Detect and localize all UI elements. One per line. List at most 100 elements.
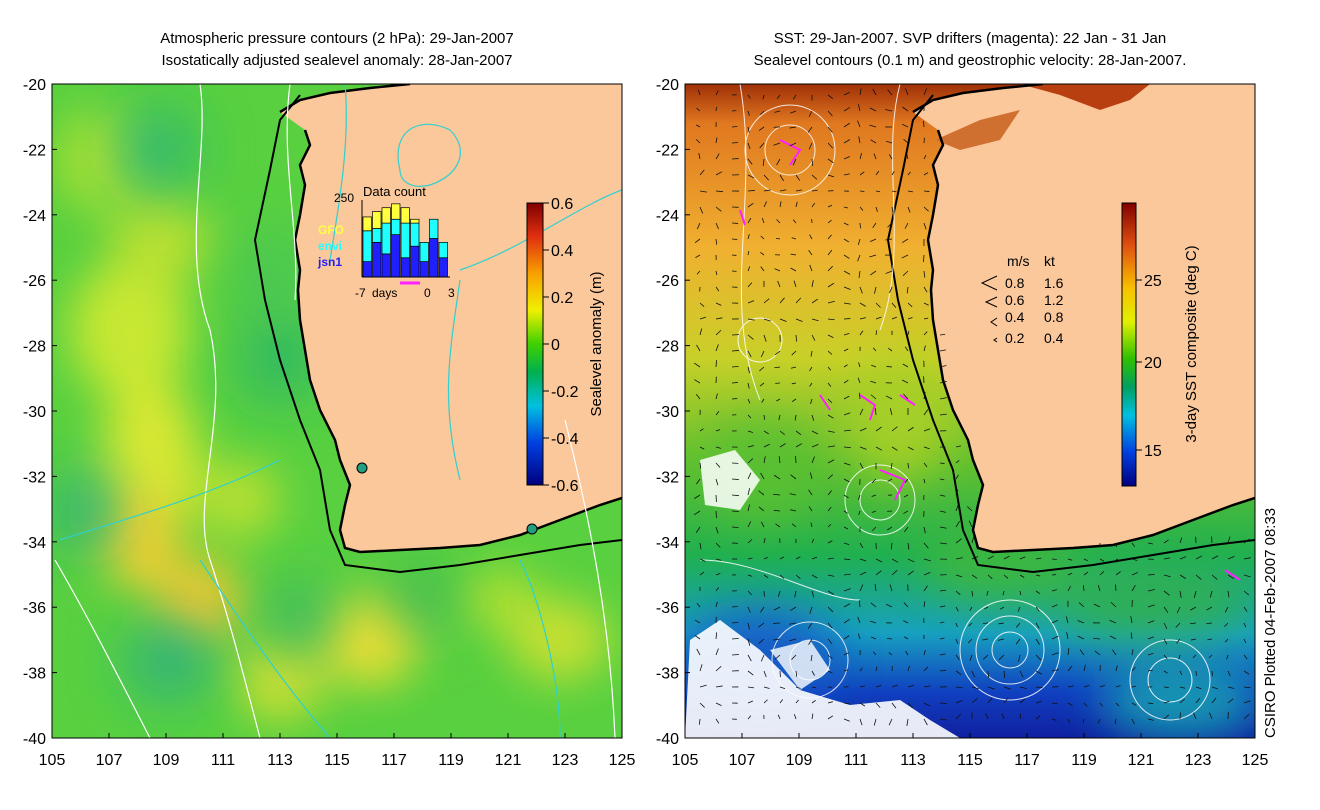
inset-ymax: 250 <box>334 191 354 205</box>
inset-bar-envi <box>419 242 429 262</box>
velocity-legend-kt-0: 1.6 <box>1044 275 1064 291</box>
lat-tick-label: -36 <box>23 600 46 617</box>
lat-tick-label: -22 <box>23 142 46 159</box>
lat-tick-label: -36 <box>656 600 679 617</box>
lat-tick-label: -22 <box>656 142 679 159</box>
inset-bar-jsn1 <box>372 242 382 278</box>
lon-tick-label: 125 <box>1242 752 1269 769</box>
sealevel-colorbar-label: Sealevel anomaly (m) <box>588 271 605 416</box>
velocity-legend-ms-3: 0.2 <box>1005 330 1025 346</box>
sealevel-colorbar-tick: 0.2 <box>551 290 573 307</box>
velocity-legend-ms-0: 0.8 <box>1005 275 1025 291</box>
sealevel-colorbar: 0.6 0.4 0.2 0 -0.2 -0.4 -0.6 Sealevel anomaly … <box>526 196 605 495</box>
lat-tick-label: -20 <box>23 77 46 94</box>
inset-bar-envi <box>400 222 410 259</box>
lon-tick-label: 105 <box>672 752 699 769</box>
lon-tick-label: 123 <box>1185 752 1212 769</box>
left-title-line2: Isostatically adjusted sealevel anomaly:… <box>161 52 513 69</box>
lon-tick-label: 123 <box>552 752 579 769</box>
inset-bar-jsn1 <box>429 238 439 278</box>
velocity-legend-ms-2: 0.4 <box>1005 309 1025 325</box>
lat-tick-label: -32 <box>23 469 46 486</box>
lon-tick-label: 115 <box>957 752 983 769</box>
sst-colorbar: 25 20 15 3-day SST composite (deg C) <box>1121 202 1200 487</box>
lon-tick-label: 121 <box>1128 752 1155 769</box>
inset-bar-envi <box>372 228 382 243</box>
lat-tick-label: -28 <box>656 339 679 356</box>
inset-bar-envi <box>391 218 401 235</box>
lat-tick-label: -38 <box>656 666 679 683</box>
inset-bar-envi <box>381 222 391 255</box>
lon-tick-label: 125 <box>609 752 636 769</box>
lat-tick-label: -30 <box>23 404 46 421</box>
inset-bar-jsn1 <box>391 234 401 278</box>
right-land <box>913 84 1255 552</box>
lon-tick-label: 111 <box>844 752 868 769</box>
lat-tick-label: -32 <box>656 469 679 486</box>
inset-bars <box>362 203 448 278</box>
sst-colorbar-tick: 15 <box>1144 443 1162 460</box>
velocity-legend-kt-2: 0.8 <box>1044 309 1064 325</box>
lon-tick-label: 117 <box>1014 752 1040 769</box>
inset-bar-gfo <box>362 216 372 232</box>
plot-credit: CSIRO Plotted 04-Feb-2007 08:33 <box>1262 508 1279 738</box>
tide-gauge-marker <box>526 523 538 535</box>
velocity-legend-kt-3: 0.4 <box>1044 330 1064 346</box>
inset-bar-jsn1 <box>362 261 372 278</box>
lon-tick-label: 113 <box>900 752 926 769</box>
inset-x-label-start: -7 <box>355 286 366 300</box>
inset-bar-jsn1 <box>400 257 410 278</box>
inset-bar-gfo <box>400 207 410 224</box>
inset-bar-gfo <box>372 211 382 229</box>
velocity-legend-header-ms: m/s <box>1007 253 1030 269</box>
lon-tick-label: 121 <box>495 752 522 769</box>
lon-tick-label: 107 <box>729 752 756 769</box>
inset-x-label-days: days <box>372 286 397 300</box>
velocity-legend-kt-1: 1.2 <box>1044 292 1064 308</box>
inset-legend-envi: envi <box>318 239 342 253</box>
sst-colorbar-tick: 25 <box>1144 273 1162 290</box>
inset-x-label-end: 3 <box>448 286 455 300</box>
sealevel-colorbar-tick: 0.4 <box>551 243 573 260</box>
lon-tick-label: 113 <box>267 752 293 769</box>
sst-colorbar-tick: 20 <box>1144 355 1162 372</box>
lat-tick-label: -40 <box>23 731 46 748</box>
lon-tick-label: 111 <box>211 752 235 769</box>
sealevel-colorbar-tick: -0.2 <box>551 384 579 401</box>
lon-tick-label: 109 <box>786 752 813 769</box>
velocity-legend: m/s kt 0.8 1.6 0.6 1.2 0.4 0.8 0.2 0.4 <box>980 253 1064 346</box>
lat-tick-label: -38 <box>23 666 46 683</box>
velocity-legend-header-kt: kt <box>1044 253 1055 269</box>
sealevel-colorbar-tick: -0.6 <box>551 478 579 495</box>
inset-x-label-zero: 0 <box>424 286 431 300</box>
inset-bar-envi <box>362 230 372 262</box>
tide-gauge-marker <box>356 462 368 474</box>
lat-tick-label: -24 <box>656 208 679 225</box>
inset-bar-envi <box>429 218 439 239</box>
right-title-line2: Sealevel contours (0.1 m) and geostrophi… <box>753 52 1187 69</box>
lon-tick-label: 107 <box>96 752 123 769</box>
left-title-line1: Atmospheric pressure contours (2 hPa): 2… <box>160 30 514 47</box>
lon-tick-label: 119 <box>438 752 464 769</box>
lat-tick-label: -26 <box>656 273 679 290</box>
inset-bar-jsn1 <box>438 257 448 278</box>
lon-tick-label: 117 <box>381 752 407 769</box>
lon-tick-label: 115 <box>324 752 350 769</box>
inset-bar-gfo <box>410 218 420 224</box>
inset-title: Data count <box>363 184 426 199</box>
inset-bar-gfo <box>391 203 401 220</box>
lat-tick-label: -34 <box>23 535 46 552</box>
right-map <box>685 84 1255 738</box>
inset-bar-jsn1 <box>419 261 429 278</box>
data-count-inset: Data count 250 GFO envi jsn1 -7 days 0 3 <box>317 184 455 300</box>
inset-bar-envi <box>410 222 420 247</box>
sealevel-colorbar-tick: 0 <box>551 337 560 354</box>
velocity-legend-ms-1: 0.6 <box>1005 292 1025 308</box>
inset-bar-jsn1 <box>410 245 420 278</box>
sealevel-colorbar-tick: -0.4 <box>551 431 579 448</box>
lat-tick-label: -20 <box>656 77 679 94</box>
lon-tick-label: 119 <box>1071 752 1097 769</box>
lon-tick-label: 109 <box>153 752 180 769</box>
sst-colorbar-label: 3-day SST composite (deg C) <box>1183 245 1200 442</box>
